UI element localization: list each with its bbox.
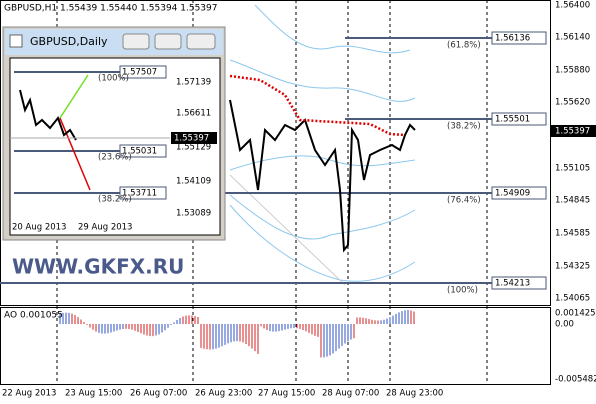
daily-fib-price-box <box>119 186 167 200</box>
daily-fib-price: 1.57507 <box>122 68 157 78</box>
price-axis-label: 1.55105 <box>555 164 590 174</box>
daily-price-axis-label: 1.57139 <box>176 78 211 88</box>
time-axis-label: 28 Aug 23:00 <box>386 389 443 399</box>
window-title: GBPUSD,Daily <box>30 35 108 48</box>
daily-current-price: 1.55397 <box>174 134 209 144</box>
time-axis-label: 28 Aug 07:00 <box>322 389 379 399</box>
indicator-axis-label: 0.001425 <box>555 309 596 319</box>
indicator-label: AO 0.001055 <box>4 311 63 321</box>
fib-price: 1.55501 <box>495 115 530 125</box>
daily-fib-price: 1.53711 <box>122 189 157 199</box>
daily-fib-price: 1.55031 <box>122 147 157 157</box>
fib-price: 1.54909 <box>495 189 530 199</box>
fib-price-box <box>491 112 547 126</box>
minimize-button[interactable] <box>122 33 150 50</box>
fib-lines <box>0 37 492 284</box>
current-price-box <box>551 125 596 137</box>
daily-fib-label: (23.6%) <box>98 153 132 163</box>
fib-price-box <box>491 276 547 290</box>
fib-label: (76.4%) <box>447 196 481 206</box>
watermark: WWW.GKFX.RU <box>12 255 184 279</box>
daily-fib-label: (100%) <box>98 74 129 84</box>
daily-fib-label: (38.2%) <box>98 195 132 205</box>
daily-time-label: 29 Aug 2013 <box>78 223 132 233</box>
indicator-frame <box>0 307 551 385</box>
fib-label: (100%) <box>447 286 478 296</box>
parabolic-sar <box>229 74 406 137</box>
indicator-axis-label: -0.005482 <box>555 375 596 385</box>
price-axis-label: 1.56140 <box>555 33 590 43</box>
maximize-button[interactable] <box>154 33 182 50</box>
daily-time-label: 20 Aug 2013 <box>12 223 66 233</box>
time-axis-label: 26 Aug 23:00 <box>195 389 252 399</box>
indicator-axis-label: 0.00 <box>555 320 574 330</box>
daily-price-axis-label: 1.53089 <box>176 209 211 219</box>
price-axis-label: 1.54325 <box>555 262 590 272</box>
fib-label: (38.2%) <box>447 122 481 132</box>
chart-header: GBPUSD,H1 1.55439 1.55440 1.55394 1.5539… <box>4 4 217 14</box>
ao-histogram <box>59 310 415 358</box>
fib-price: 1.56136 <box>495 34 530 44</box>
fib-price: 1.54213 <box>495 279 530 289</box>
time-axis-label: 23 Aug 15:00 <box>65 389 122 399</box>
price-axis-label: 1.55880 <box>555 66 590 76</box>
fib-price-box <box>491 31 547 45</box>
daily-fib-price-box <box>119 144 167 158</box>
price-axis-label: 1.55620 <box>555 98 590 108</box>
price-axis-label: 1.54845 <box>555 196 590 206</box>
time-axis-label: 26 Aug 07:00 <box>130 389 187 399</box>
daily-price-axis-label: 1.56611 <box>176 109 211 119</box>
daily-price-axis-label: 1.54109 <box>176 177 211 187</box>
daily-price-axis-label: 1.55129 <box>176 143 211 153</box>
price-axis-label: 1.54585 <box>555 229 590 239</box>
fib-price-box <box>491 186 547 200</box>
daily-fib-price-box <box>119 65 167 79</box>
window-icon <box>9 34 23 48</box>
price-axis-label: 1.54065 <box>555 294 590 304</box>
price-axis-label: 1.56400 <box>555 1 590 11</box>
fib-label: (61.8%) <box>447 41 481 51</box>
daily-chart-frame <box>9 57 221 236</box>
time-axis-label: 27 Aug 15:00 <box>258 389 315 399</box>
price-candles <box>229 99 416 253</box>
current-price: 1.55397 <box>555 127 590 137</box>
close-button[interactable] <box>186 33 216 50</box>
daily-window: GBPUSD,Daily 1.57507(100%) 1.55031(23.6%)… <box>2 26 226 241</box>
time-axis-label: 22 Aug 2013 <box>2 389 56 399</box>
